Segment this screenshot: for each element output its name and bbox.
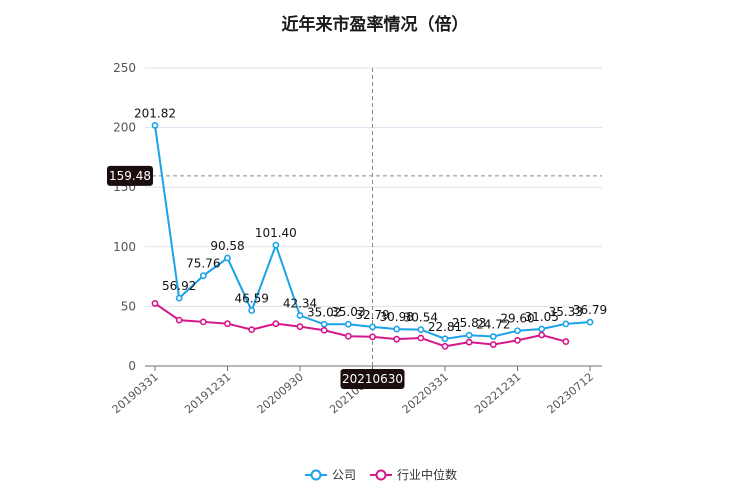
data-label: 25.83 <box>452 316 486 330</box>
y-tick-label: 250 <box>113 61 136 75</box>
series-0-point[interactable] <box>514 327 521 335</box>
x-tick-label: 20230712 <box>545 370 596 416</box>
x-tick-label: 20200930 <box>255 370 306 416</box>
data-label: 201.82 <box>134 106 176 120</box>
legend-label: 公司 <box>332 468 356 482</box>
data-label: 42.34 <box>283 297 317 311</box>
series-0-point[interactable] <box>175 294 183 302</box>
series-0-point[interactable] <box>369 323 376 331</box>
series-1-point[interactable] <box>489 341 497 348</box>
series-0-point[interactable] <box>417 326 425 333</box>
data-label: 36.79 <box>573 303 607 317</box>
legend-item-0[interactable]: 公司 <box>305 468 356 482</box>
crosshair-x-tooltip-text: 20210630 <box>342 372 403 386</box>
chart-title: 近年来市盈率情况（倍） <box>282 14 469 35</box>
series-1-point[interactable] <box>320 326 328 334</box>
series-0-point[interactable] <box>393 325 401 333</box>
data-label: 30.54 <box>404 311 438 325</box>
series-0-point[interactable] <box>465 331 473 339</box>
data-labels: 201.8256.9275.7690.5846.59101.4042.3435.… <box>134 106 607 333</box>
data-label: 30.98 <box>379 310 413 324</box>
data-label: 35.03 <box>331 305 365 319</box>
series-1-point[interactable] <box>369 333 376 341</box>
legend-item-1[interactable]: 行业中位数 <box>370 467 457 482</box>
series-0-point[interactable] <box>441 335 449 343</box>
series-1-point[interactable] <box>224 320 231 328</box>
data-label: 24.72 <box>476 318 510 332</box>
series-1-point[interactable] <box>199 318 207 326</box>
crosshair-x-tooltip: 20210630 <box>340 369 405 389</box>
grid <box>145 67 602 307</box>
data-label: 35.02 <box>307 305 341 319</box>
data-label: 101.40 <box>255 226 297 240</box>
series-1-point[interactable] <box>248 326 256 334</box>
data-label: 35.33 <box>549 305 583 319</box>
series-line-1 <box>154 302 567 348</box>
x-tick-label: 20191231 <box>182 370 233 416</box>
data-label: 32.79 <box>355 308 389 322</box>
crosshair-y-tooltip-box <box>107 165 153 186</box>
legend[interactable]: 公司 行业中位数 <box>305 467 457 482</box>
data-label: 46.59 <box>234 291 268 305</box>
series-1-point[interactable] <box>272 320 280 328</box>
series-1-point[interactable] <box>441 342 449 350</box>
legend-marker-icon <box>375 469 387 481</box>
series-0-point[interactable] <box>562 320 570 328</box>
legend-marker-icon <box>310 469 322 481</box>
series-1-point[interactable] <box>417 334 425 342</box>
series-0-point[interactable] <box>248 307 256 314</box>
x-tick-label: 20220331 <box>400 370 451 416</box>
data-label: 22.81 <box>428 320 462 334</box>
crosshair-tooltips: 159.48 20210630 <box>107 165 405 389</box>
series-1-point[interactable] <box>562 338 570 345</box>
crosshair-x-tooltip-box <box>340 369 405 389</box>
series-0-point[interactable] <box>586 318 594 326</box>
series-1-point[interactable] <box>344 332 352 340</box>
x-tick-label: 20190331 <box>110 370 161 416</box>
data-label: 56.92 <box>162 279 196 293</box>
series-0-point[interactable] <box>224 254 231 262</box>
crosshair <box>145 68 602 366</box>
data-label: 31.05 <box>524 310 558 324</box>
series-0-point[interactable] <box>344 320 352 328</box>
series-0-point[interactable] <box>296 312 304 319</box>
x-tick-label: 20221231 <box>472 370 523 416</box>
series-1-point[interactable] <box>393 335 401 343</box>
series-1-point[interactable] <box>465 338 473 346</box>
y-tick-label: 200 <box>113 121 136 135</box>
series-0-point[interactable] <box>320 320 328 328</box>
data-label: 75.76 <box>186 257 220 271</box>
series-lines <box>151 122 594 350</box>
series-1-point[interactable] <box>151 300 159 307</box>
crosshair-y-tooltip: 159.48 <box>107 165 153 186</box>
series-0-point[interactable] <box>199 272 207 280</box>
data-label: 29.60 <box>500 312 534 326</box>
series-0-point[interactable] <box>151 122 159 129</box>
crosshair-y-tooltip-text: 159.48 <box>109 169 151 183</box>
series-1-point[interactable] <box>514 336 521 344</box>
series-1-point[interactable] <box>296 323 304 331</box>
series-0-point[interactable] <box>538 325 546 333</box>
data-label: 90.58 <box>210 239 244 253</box>
series-1-point[interactable] <box>175 316 183 324</box>
y-tick-label: 100 <box>113 240 136 254</box>
legend-label: 行业中位数 <box>397 467 457 482</box>
y-tick-label: 0 <box>128 359 136 373</box>
series-0-point[interactable] <box>272 241 280 249</box>
y-tick-label: 50 <box>121 299 136 313</box>
series-1-point[interactable] <box>538 331 546 339</box>
series-0-point[interactable] <box>489 333 497 340</box>
